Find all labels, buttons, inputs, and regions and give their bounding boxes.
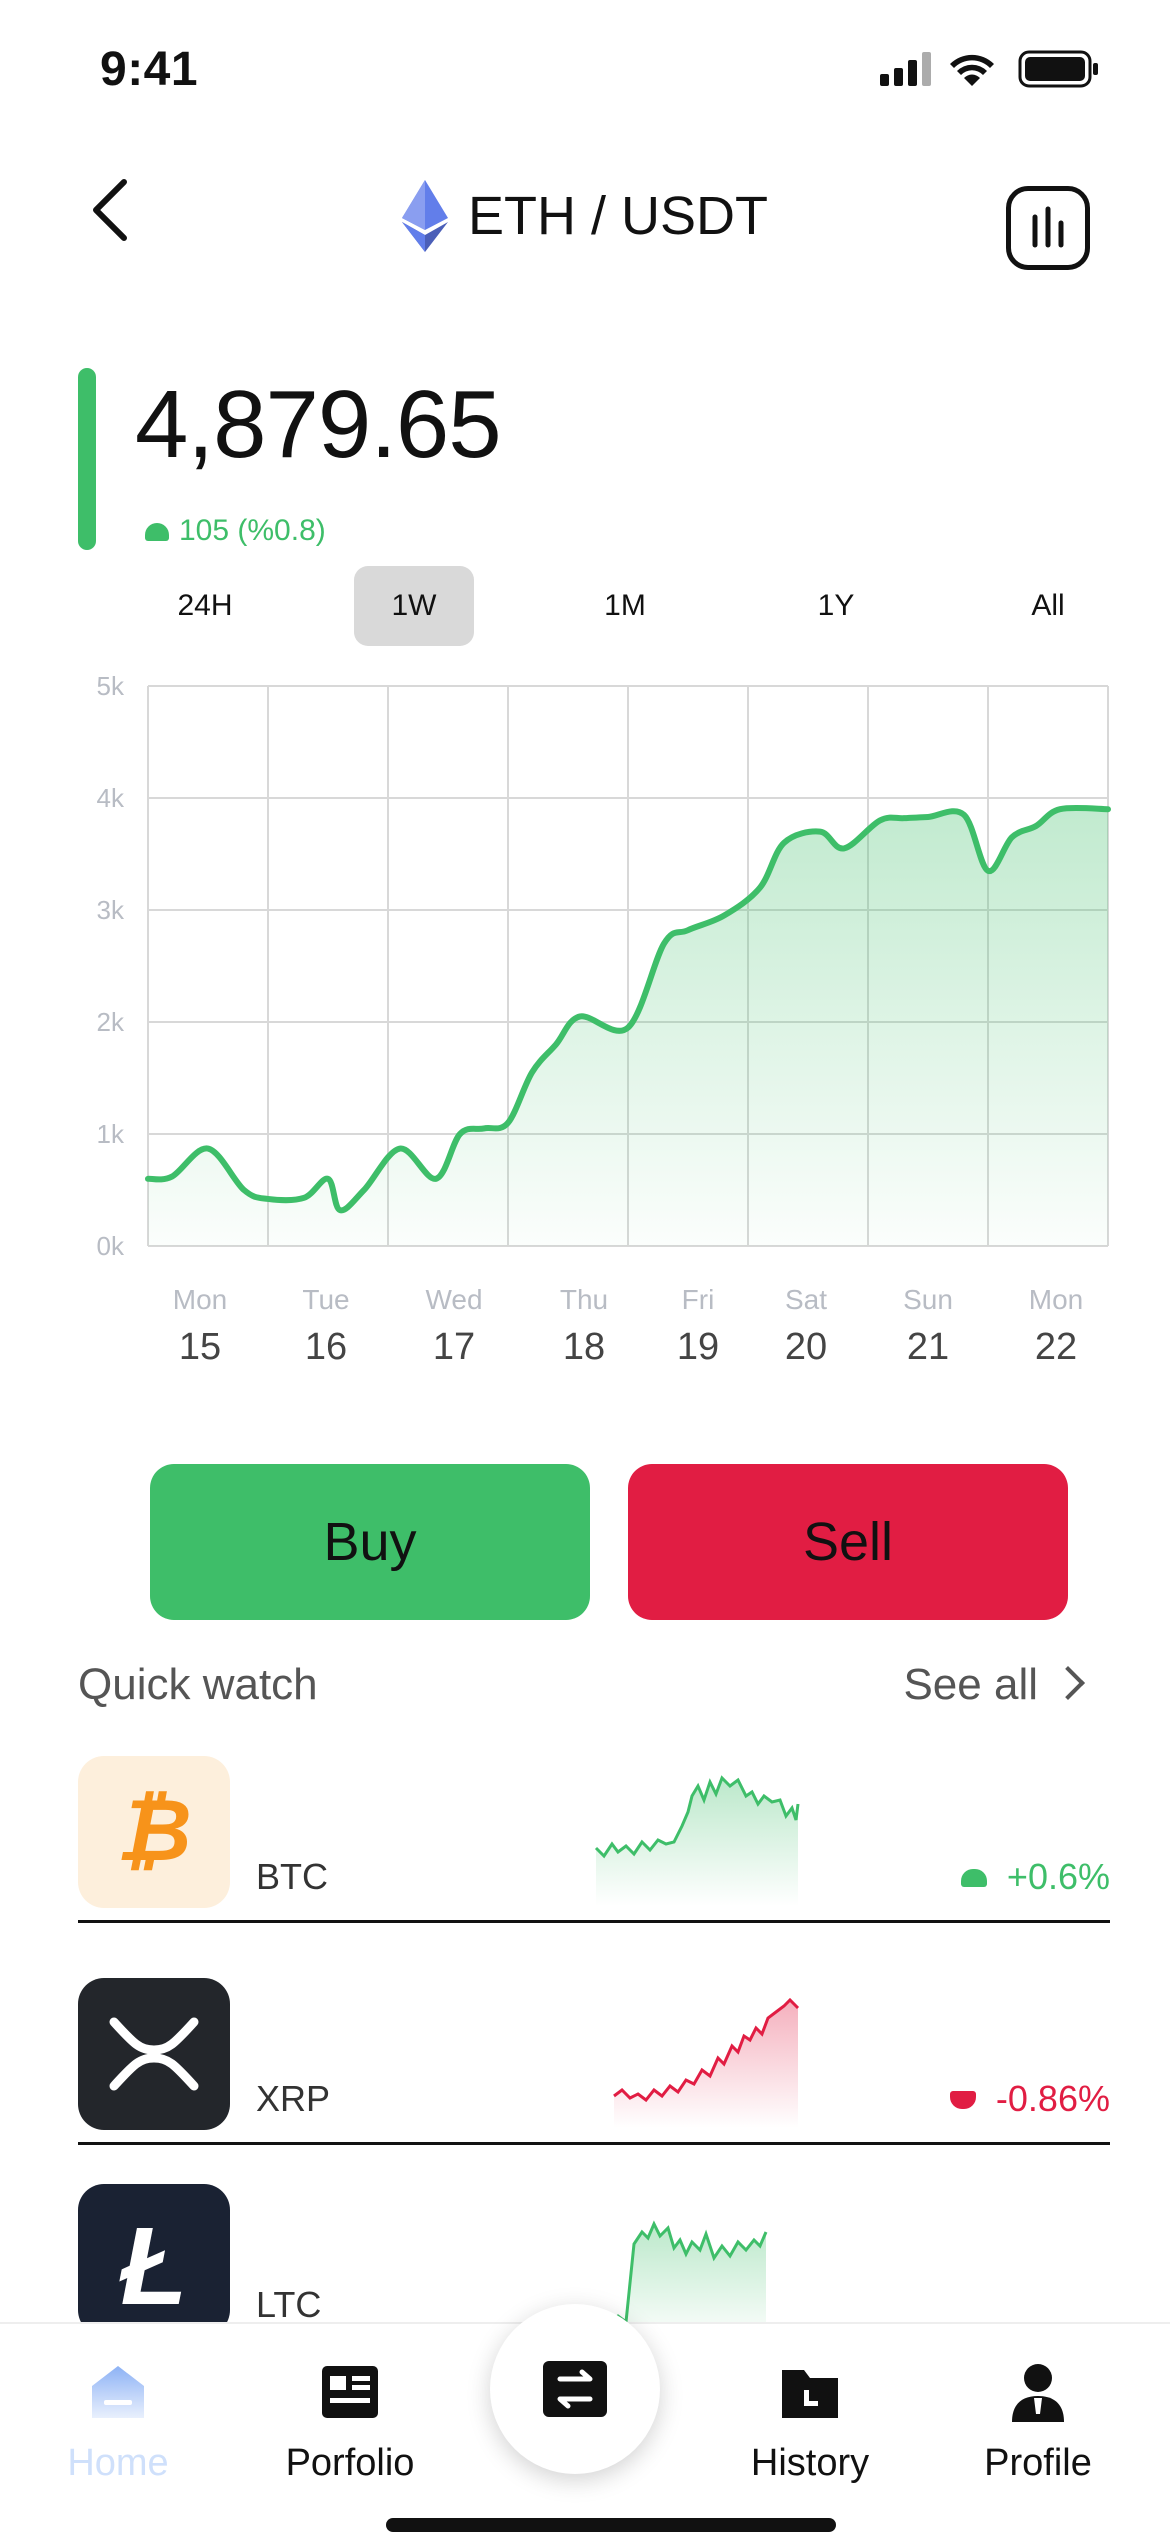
x-axis-date: 18: [562, 1326, 606, 1368]
range-tabs: 24H 1W 1M 1Y All: [0, 566, 1170, 646]
tab-1w[interactable]: 1W: [354, 566, 474, 646]
sell-button[interactable]: Sell: [628, 1464, 1068, 1620]
y-tick-label: 1k: [97, 1119, 125, 1149]
coin-change-value: +0.6%: [1006, 1856, 1110, 1897]
up-marker-icon: [145, 523, 169, 541]
tab-24h[interactable]: 24H: [177, 589, 233, 622]
see-all-link[interactable]: See all: [903, 1660, 1085, 1710]
xrp-sparkline: [613, 1997, 800, 2128]
status-icons: [880, 50, 1098, 88]
nav-home-label: Home: [67, 2442, 169, 2484]
price-chart-svg: 0k 1k 2k 3k 4k 5k: [97, 671, 1111, 1260]
nav-profile-label: Profile: [984, 2442, 1092, 2484]
nav-history[interactable]: History: [710, 2360, 910, 2485]
coin-change: +0.6%: [960, 1856, 1110, 1898]
divider: [78, 2142, 1110, 2145]
x-axis-day: Wed: [425, 1284, 483, 1315]
coin-symbol: XRP: [256, 2078, 331, 2119]
x-axis-day: Thu: [559, 1284, 609, 1315]
price-change: 105 (%0.8): [145, 514, 326, 548]
x-axis-day: Fri: [681, 1284, 715, 1315]
btc-sparkline: [594, 1775, 800, 1906]
chart-toggle-button[interactable]: [1006, 186, 1090, 270]
x-axis-date: 16: [304, 1326, 348, 1368]
x-axis-label: Sun 21: [868, 1284, 988, 1369]
x-axis-day: Mon: [1028, 1284, 1084, 1315]
chevron-right-icon: [1051, 1666, 1085, 1700]
pair-title: ETH / USDT: [0, 180, 1170, 252]
battery-icon: [1018, 50, 1098, 88]
svg-text:₿: ₿: [116, 1783, 191, 1879]
x-axis-day: Tue: [302, 1284, 350, 1315]
back-icon[interactable]: [80, 170, 140, 250]
btc-logo-icon: ₿: [78, 1756, 230, 1908]
y-tick-label: 5k: [97, 671, 125, 701]
tab-1y[interactable]: 1Y: [817, 589, 855, 622]
down-marker-icon: [949, 2091, 976, 2109]
tab-all[interactable]: All: [1031, 589, 1065, 622]
x-axis-date: 21: [906, 1326, 950, 1368]
coin-change: -0.86%: [949, 2078, 1110, 2120]
nav-portfolio[interactable]: Porfolio: [250, 2360, 450, 2485]
x-axis-label: Sat 20: [746, 1284, 866, 1369]
y-tick-label: 2k: [97, 1007, 125, 1037]
price-line: [145, 804, 1111, 1214]
folder-icon: [782, 2370, 838, 2418]
ltc-sparkline: [607, 2220, 768, 2344]
pair-label: ETH / USDT: [467, 186, 768, 246]
nav-profile[interactable]: Profile: [938, 2360, 1138, 2485]
x-axis-label: Mon 15: [140, 1284, 260, 1369]
quick-watch-title: Quick watch: [78, 1660, 318, 1709]
x-axis-label: Tue 16: [266, 1284, 386, 1369]
x-axis-day: Sun: [903, 1284, 953, 1315]
price-change-value: 105 (%0.8): [179, 514, 326, 547]
x-axis-date: 22: [1034, 1326, 1078, 1368]
tab-1m[interactable]: 1M: [604, 589, 646, 622]
nav-history-label: History: [750, 2442, 870, 2484]
price-indicator-bar: [78, 368, 96, 550]
home-icon: [92, 2366, 144, 2418]
price-area: [148, 807, 1108, 1246]
xrp-logo-icon: [78, 1978, 230, 2130]
bar-chart-icon: [1032, 206, 1064, 248]
y-tick-label: 0k: [97, 1231, 125, 1260]
signal-icon: [880, 52, 931, 86]
svg-text:Ł: Ł: [118, 2205, 187, 2328]
see-all-label: See all: [903, 1660, 1038, 1709]
nav-home[interactable]: Home: [18, 2360, 218, 2485]
x-axis-day: Mon: [172, 1284, 228, 1315]
coin-symbol: LTC: [256, 2284, 322, 2325]
coin-change-value: -0.86%: [995, 2078, 1110, 2119]
home-indicator: [386, 2518, 836, 2532]
x-axis-date: 20: [784, 1326, 828, 1368]
nav-portfolio-label: Porfolio: [285, 2442, 415, 2484]
status-time: 9:41: [100, 43, 199, 96]
y-tick-label: 4k: [97, 783, 125, 813]
x-axis-label: Fri 19: [638, 1284, 758, 1369]
x-axis-label: Wed 17: [394, 1284, 514, 1369]
current-price: 4,879.65: [135, 371, 502, 478]
price-chart: 0k 1k 2k 3k 4k 5k Mon 15 Tue 16 Wed 17 Thu 18 Fri 19 Sa…: [0, 660, 1170, 1380]
swap-icon: [543, 2361, 607, 2417]
list-item[interactable]: Ł LTC: [78, 2184, 1110, 2384]
user-icon: [1012, 2364, 1064, 2422]
list-item[interactable]: XRP -0.86%: [78, 1978, 1110, 2178]
x-axis-date: 15: [178, 1326, 222, 1368]
x-axis-date: 17: [432, 1326, 476, 1368]
coin-symbol: BTC: [256, 1856, 328, 1897]
buy-button[interactable]: Buy: [150, 1464, 590, 1620]
x-axis-label: Mon 22: [996, 1284, 1116, 1369]
list-item[interactable]: ₿ BTC +0.6%: [78, 1756, 1110, 1956]
wifi-icon: [950, 54, 994, 86]
swap-button[interactable]: [490, 2304, 660, 2474]
eth-icon: [401, 180, 448, 252]
x-axis-date: 19: [676, 1326, 720, 1368]
y-tick-label: 3k: [97, 895, 125, 925]
up-marker-icon: [960, 1869, 987, 1887]
newspaper-icon: [322, 2366, 378, 2418]
divider: [78, 1920, 1110, 1923]
ltc-logo-icon: Ł: [78, 2184, 230, 2336]
x-axis-label: Thu 18: [524, 1284, 644, 1369]
x-axis-day: Sat: [784, 1284, 828, 1315]
